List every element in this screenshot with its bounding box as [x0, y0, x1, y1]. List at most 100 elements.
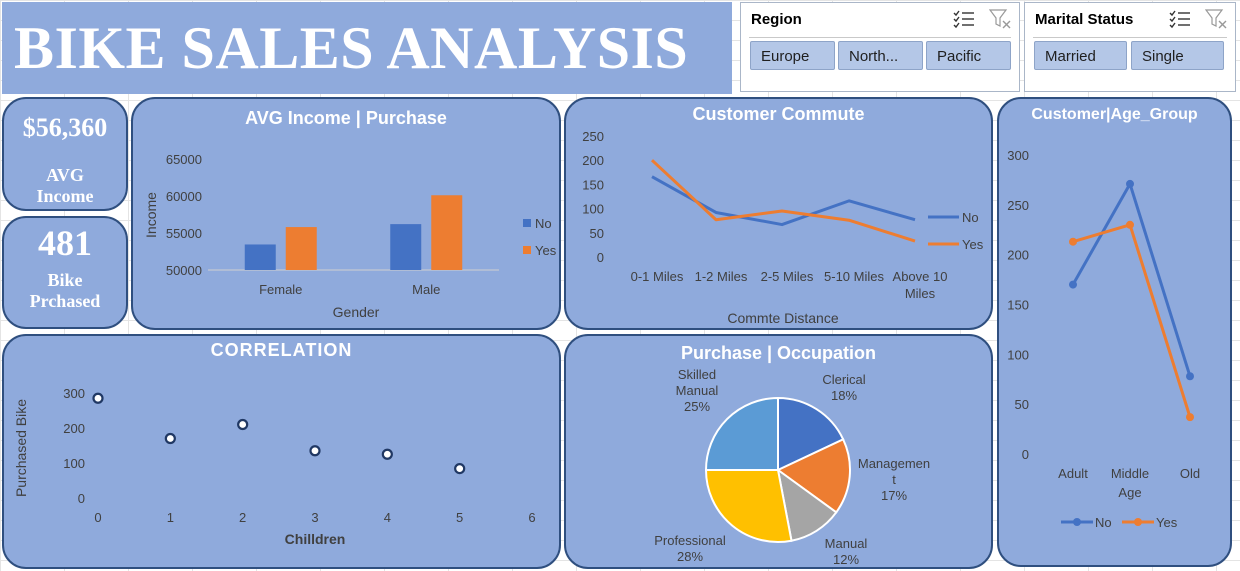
- correlation-chart-title: CORRELATION: [210, 340, 353, 360]
- dashboard-title: BIKE SALES ANALYSIS: [14, 15, 689, 81]
- pie-slice-label: Manual 12%: [825, 536, 868, 567]
- x-tick-label: 2-5 Miles: [761, 269, 814, 284]
- scatter-point: [454, 463, 466, 475]
- series-marker: [1126, 179, 1134, 188]
- region-slicer: Region Europe North... Pacific: [740, 2, 1020, 92]
- y-tick-label: 300: [1007, 148, 1029, 163]
- occupation-chart-panel: Purchase | Occupation Clerical 18% Managem…: [564, 334, 993, 569]
- pie-slice: [776, 438, 851, 514]
- multi-select-icon[interactable]: [953, 9, 975, 29]
- x-tick-label: 5: [456, 510, 463, 525]
- legend-label: Yes: [962, 237, 984, 252]
- y-tick-label: 50: [590, 226, 604, 241]
- avg-income-chart-title: AVG Income | Purchase: [245, 108, 447, 128]
- pie-slice: [704, 396, 779, 471]
- commute-chart-panel: Customer Commute 0 50 100 150 200 250 0-1 Mile…: [564, 97, 993, 330]
- region-item-pacific[interactable]: Pacific: [926, 41, 1011, 70]
- series-marker: [1186, 372, 1194, 381]
- pie-slice-label: Professional 28%: [654, 533, 726, 564]
- marital-status-slicer: Marital Status Married Single: [1024, 2, 1236, 92]
- age-group-line-chart: 0 50 100 150 200 250 300 Adult Middle Age Old No Yes: [1007, 148, 1200, 530]
- y-tick-label: 200: [582, 153, 604, 168]
- title-banner: BIKE SALES ANALYSIS: [2, 2, 732, 94]
- x-tick-label: Adult: [1058, 466, 1088, 481]
- x-tick-label: 3: [311, 510, 318, 525]
- legend-label: No: [1095, 515, 1112, 530]
- y-tick-label: 60000: [166, 189, 202, 204]
- series-marker: [1126, 220, 1134, 229]
- legend-marker: [1073, 518, 1081, 526]
- kpi-bikes-purchased-label-line2: Prchased: [29, 291, 101, 311]
- age-group-chart-panel: Customer|Age_Group 0 50 100 150 200 250 300 Adu…: [997, 97, 1232, 567]
- commute-chart-title: Customer Commute: [692, 104, 865, 124]
- bar: [285, 227, 317, 270]
- x-tick-label: Middle Age: [1111, 466, 1149, 500]
- x-tick-label: 1-2 Miles: [695, 269, 748, 284]
- x-tick-label: 2: [239, 510, 246, 525]
- scatter-point: [309, 445, 321, 457]
- scatter-point: [92, 392, 104, 404]
- occupation-chart-title: Purchase | Occupation: [680, 343, 877, 363]
- bar: [244, 244, 276, 270]
- x-axis-title: Gender: [333, 304, 380, 320]
- scatter-point: [164, 432, 176, 445]
- x-tick-label: Male: [412, 282, 440, 297]
- marital-status-slicer-header: Marital Status: [1035, 11, 1134, 28]
- multi-select-icon[interactable]: [1169, 9, 1191, 29]
- y-tick-label: 200: [1007, 248, 1029, 263]
- avg-income-bar-chart: 50000 55000 60000 65000 Female Male Gender Inco…: [143, 152, 557, 320]
- kpi-avg-income-label-line1: AVG: [46, 165, 84, 185]
- x-tick-label: Above 10 Miles: [893, 269, 948, 301]
- scatter-point: [381, 448, 393, 460]
- y-tick-label: 0: [1022, 447, 1029, 462]
- marital-item-single[interactable]: Single: [1131, 41, 1224, 70]
- x-tick-label: 4: [384, 510, 391, 525]
- legend-label: Yes: [535, 243, 557, 258]
- pie-slice-label: Managemen t 17%: [858, 456, 930, 503]
- bar: [431, 195, 463, 270]
- x-axis-title: Chilldren: [285, 531, 346, 547]
- kpi-avg-income-label-line2: Income: [36, 186, 94, 206]
- x-tick-label: 1: [167, 510, 174, 525]
- legend-marker: [1134, 518, 1142, 526]
- legend-swatch: [523, 246, 531, 254]
- kpi-bikes-purchased-value: 481: [38, 223, 92, 263]
- legend-label: Yes: [1156, 515, 1178, 530]
- y-tick-label: 250: [582, 129, 604, 144]
- y-tick-label: 150: [582, 177, 604, 192]
- y-tick-label: 100: [582, 202, 604, 217]
- y-tick-label: 0: [597, 250, 604, 265]
- y-axis-title: Purchased Bike: [13, 399, 29, 497]
- correlation-scatter-chart: 0 100 200 300 0 1 2 3 4 5 6 Chilldren Purchased Bike: [13, 386, 536, 547]
- x-tick-label: 5-10 Miles: [824, 269, 884, 284]
- region-slicer-header: Region: [751, 11, 802, 28]
- x-tick-label: 6: [528, 510, 535, 525]
- region-item-north[interactable]: North...: [838, 41, 923, 70]
- y-tick-label: 50000: [166, 263, 202, 278]
- x-tick-label: 0-1 Miles: [631, 269, 684, 284]
- bar: [390, 224, 422, 270]
- y-axis-title: Income: [143, 192, 159, 238]
- kpi-bikes-purchased-label-line1: Bike: [47, 270, 83, 290]
- y-tick-label: 250: [1007, 198, 1029, 213]
- slicer-divider: [749, 37, 1011, 38]
- x-tick-label: Female: [259, 282, 302, 297]
- occupation-pie-chart: Clerical 18% Managemen t 17% Manual 12% Profess…: [654, 367, 930, 567]
- region-item-europe[interactable]: Europe: [750, 41, 835, 70]
- slicer-divider: [1033, 37, 1227, 38]
- clear-filter-icon[interactable]: [989, 9, 1011, 29]
- y-tick-label: 55000: [166, 226, 202, 241]
- y-tick-label: 50: [1015, 397, 1029, 412]
- avg-income-chart-panel: AVG Income | Purchase 50000 55000 60000 650…: [131, 97, 561, 330]
- series-line: [650, 159, 916, 243]
- clear-filter-icon[interactable]: [1205, 9, 1227, 29]
- y-tick-label: 0: [78, 491, 85, 506]
- x-tick-label: Old: [1180, 466, 1200, 481]
- y-tick-label: 150: [1007, 298, 1029, 313]
- marital-item-married[interactable]: Married: [1034, 41, 1127, 70]
- scatter-point: [237, 418, 249, 431]
- pie-slice-label: Skilled Manual 25%: [676, 367, 719, 414]
- legend-label: No: [962, 210, 979, 225]
- y-tick-label: 300: [63, 386, 85, 401]
- x-tick-label: 0: [94, 510, 101, 525]
